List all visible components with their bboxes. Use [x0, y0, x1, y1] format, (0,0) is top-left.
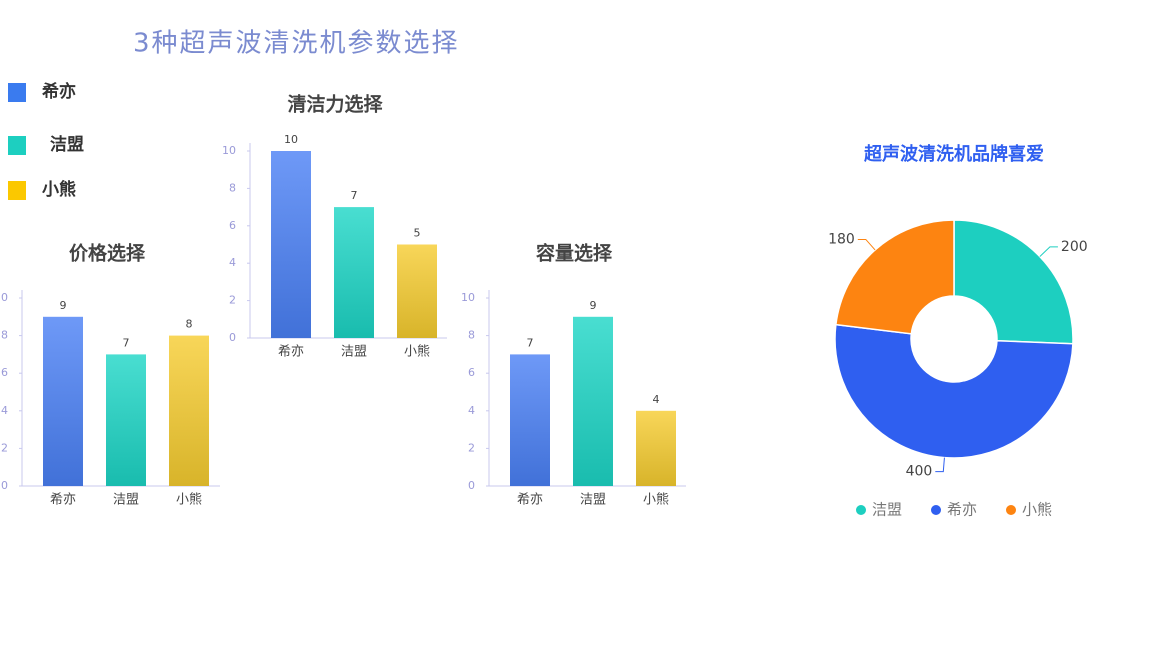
- legend-swatch: [8, 181, 26, 200]
- y-tick-label: 8: [229, 181, 236, 194]
- slice-label: 180: [828, 231, 855, 247]
- legend-label: 小熊: [42, 179, 76, 200]
- legend-swatch: [8, 136, 26, 155]
- x-tick-label: 小熊: [176, 492, 202, 508]
- bar: [510, 354, 550, 486]
- y-tick-label: 6: [468, 366, 475, 379]
- y-tick-label: 0: [1, 479, 8, 492]
- chart-title: 价格选择: [69, 242, 146, 265]
- y-tick-label: 10: [461, 291, 475, 304]
- value-label: 8: [186, 318, 193, 331]
- chart-title: 容量选择: [536, 242, 613, 265]
- x-tick-label: 洁盟: [580, 493, 606, 508]
- chart-title: 清洁力选择: [287, 93, 383, 116]
- bar: [106, 354, 146, 486]
- legend-label: 洁盟: [50, 134, 84, 155]
- bar: [169, 335, 209, 486]
- y-tick-label: 8: [1, 329, 8, 342]
- y-tick-label: 0: [468, 479, 475, 492]
- value-label: 7: [123, 336, 130, 349]
- legend-label: 小熊: [1022, 501, 1052, 519]
- y-tick-label: 2: [1, 441, 8, 454]
- label-leader: [935, 457, 945, 473]
- bar: [636, 410, 676, 486]
- x-tick-label: 希亦: [278, 344, 304, 360]
- x-tick-label: 希亦: [517, 492, 543, 508]
- y-tick-label: 4: [229, 256, 236, 269]
- x-tick-label: 洁盟: [341, 345, 367, 360]
- bar: [43, 316, 83, 486]
- legend-label: 希亦: [947, 501, 977, 519]
- value-label: 7: [527, 336, 534, 349]
- x-tick-label: 希亦: [50, 492, 76, 508]
- x-tick-label: 小熊: [643, 492, 669, 508]
- legend-label: 希亦: [42, 81, 76, 102]
- slice-label: 400: [906, 464, 933, 480]
- legend-label: 洁盟: [872, 501, 902, 519]
- y-tick-label: 0: [229, 331, 236, 344]
- value-label: 7: [351, 189, 358, 202]
- pie-slice: [953, 219, 1074, 345]
- bar: [573, 316, 613, 486]
- value-label: 4: [653, 393, 660, 406]
- chart-title: 超声波清洗机品牌喜爱: [864, 143, 1044, 165]
- bar: [334, 207, 374, 338]
- y-tick-label: 10: [222, 144, 236, 157]
- value-label: 9: [590, 299, 597, 312]
- slice-label: 200: [1061, 239, 1088, 255]
- pie-slice: [835, 219, 955, 335]
- y-tick-label: 6: [1, 366, 8, 379]
- page-title: 3种超声波清洗机参数选择: [133, 29, 460, 59]
- legend-dot: [931, 505, 941, 515]
- y-tick-label: 10: [0, 291, 8, 304]
- y-tick-label: 2: [468, 441, 475, 454]
- legend-dot: [856, 505, 866, 515]
- bar: [271, 151, 311, 338]
- y-tick-label: 8: [468, 329, 475, 342]
- legend-swatch: [8, 83, 26, 102]
- legend-dot: [1006, 505, 1016, 515]
- y-tick-label: 4: [1, 404, 8, 417]
- y-tick-label: 4: [468, 404, 475, 417]
- y-tick-label: 6: [229, 219, 236, 232]
- y-tick-label: 2: [229, 294, 236, 307]
- x-tick-label: 洁盟: [113, 493, 139, 508]
- label-leader: [1039, 246, 1058, 257]
- label-leader: [857, 238, 876, 251]
- value-label: 10: [284, 133, 298, 146]
- value-label: 9: [60, 299, 67, 312]
- x-tick-label: 小熊: [404, 344, 430, 360]
- bar: [397, 244, 437, 338]
- pie-slice: [834, 323, 1074, 459]
- value-label: 5: [414, 227, 421, 240]
